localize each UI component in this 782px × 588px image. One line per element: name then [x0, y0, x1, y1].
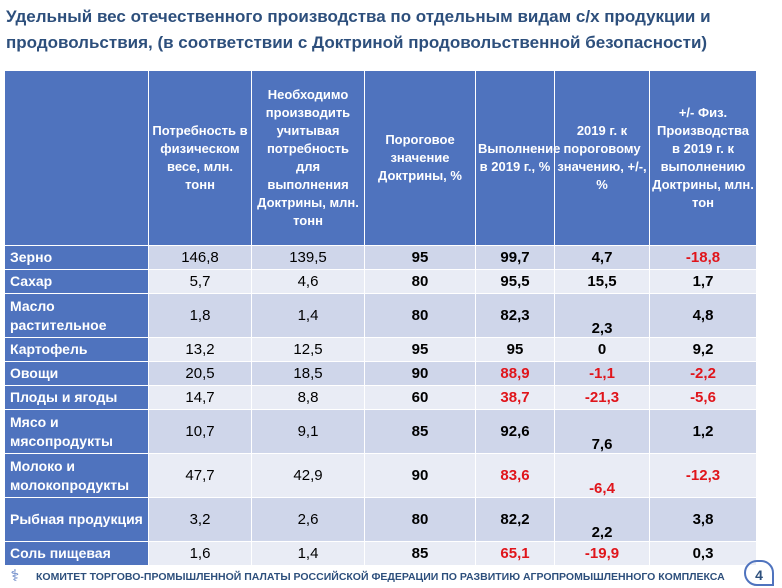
- row-name: Мясо и мясопродукты: [4, 409, 149, 454]
- row-name: Соль пищевая: [4, 541, 149, 566]
- cell-demand: 14,7: [148, 385, 252, 410]
- table-row: Картофель 13,2 12,5 95 95 0 9,2: [4, 337, 757, 362]
- cell-threshold: 95: [364, 337, 476, 362]
- cell-required: 8,8: [251, 385, 365, 410]
- table-row: Молоко и молокопродукты 47,7 42,9 90 83,…: [4, 453, 757, 498]
- cell-vs-threshold: -6,4: [554, 453, 650, 498]
- cell-demand: 20,5: [148, 361, 252, 386]
- cell-fulfilment: 82,2: [475, 497, 555, 542]
- row-name: Овощи: [4, 361, 149, 386]
- page-number: 4: [744, 560, 774, 586]
- cell-fulfilment: 82,3: [475, 293, 555, 338]
- table-row: Масло растительное 1,8 1,4 80 82,3 2,3 4…: [4, 293, 757, 338]
- cell-required: 1,4: [251, 293, 365, 338]
- cell-threshold: 95: [364, 245, 476, 270]
- cell-vs-threshold: -21,3: [554, 385, 650, 410]
- tpp-logo-icon: ⚕: [10, 568, 20, 585]
- row-name: Плоды и ягоды: [4, 385, 149, 410]
- cell-required: 2,6: [251, 497, 365, 542]
- header-fulfilment: Выполнение в 2019 г., %: [475, 70, 560, 246]
- cell-required: 42,9: [251, 453, 365, 498]
- cell-threshold: 85: [364, 409, 476, 454]
- cell-physical-diff: 3,8: [649, 497, 757, 542]
- header-demand: Потребность в физическом весе, млн. тонн: [148, 70, 252, 246]
- header-vs-threshold: 2019 г. к пороговому значению, +/-, %: [554, 70, 650, 246]
- cell-physical-diff: -2,2: [649, 361, 757, 386]
- cell-vs-threshold: -19,9: [554, 541, 650, 566]
- header-required: Необходимо производить учитывая потребно…: [251, 70, 365, 246]
- cell-fulfilment: 99,7: [475, 245, 555, 270]
- slide-title: Удельный вес отечественного производства…: [6, 7, 711, 52]
- cell-vs-threshold: -1,1: [554, 361, 650, 386]
- cell-demand: 1,8: [148, 293, 252, 338]
- table-row: Зерно 146,8 139,5 95 99,7 4,7 -18,8: [4, 245, 757, 270]
- cell-physical-diff: 0,3: [649, 541, 757, 566]
- cell-fulfilment: 95: [475, 337, 555, 362]
- cell-fulfilment: 92,6: [475, 409, 555, 454]
- cell-fulfilment: 95,5: [475, 269, 555, 294]
- header-product: [4, 70, 149, 246]
- row-name: Зерно: [4, 245, 149, 270]
- cell-vs-threshold: 2,2: [554, 497, 650, 542]
- row-name: Картофель: [4, 337, 149, 362]
- cell-required: 1,4: [251, 541, 365, 566]
- row-name: Масло растительное: [4, 293, 149, 338]
- doctrine-table: Потребность в физическом весе, млн. тонн…: [4, 70, 757, 566]
- footer-text: КОМИТЕТ ТОРГОВО-ПРОМЫШЛЕННОЙ ПАЛАТЫ РОСС…: [36, 571, 725, 583]
- cell-required: 139,5: [251, 245, 365, 270]
- row-name: Молоко и молокопродукты: [4, 453, 149, 498]
- cell-threshold: 80: [364, 269, 476, 294]
- cell-demand: 10,7: [148, 409, 252, 454]
- cell-threshold: 80: [364, 293, 476, 338]
- cell-threshold: 90: [364, 453, 476, 498]
- cell-required: 4,6: [251, 269, 365, 294]
- cell-physical-diff: -18,8: [649, 245, 757, 270]
- header-physical-diff: +/- Физ. Производства в 2019 г. к выполн…: [649, 70, 757, 246]
- cell-physical-diff: 1,2: [649, 409, 757, 454]
- table-row: Плоды и ягоды 14,7 8,8 60 38,7 -21,3 -5,…: [4, 385, 757, 410]
- cell-required: 18,5: [251, 361, 365, 386]
- cell-physical-diff: -12,3: [649, 453, 757, 498]
- header-threshold: Пороговое значение Доктрины, %: [364, 70, 476, 246]
- cell-physical-diff: 9,2: [649, 337, 757, 362]
- cell-vs-threshold: 0: [554, 337, 650, 362]
- cell-fulfilment: 65,1: [475, 541, 555, 566]
- cell-physical-diff: 4,8: [649, 293, 757, 338]
- cell-demand: 146,8: [148, 245, 252, 270]
- table-header-row: Потребность в физическом весе, млн. тонн…: [4, 70, 757, 246]
- table-row: Мясо и мясопродукты 10,7 9,1 85 92,6 7,6…: [4, 409, 757, 454]
- cell-fulfilment: 88,9: [475, 361, 555, 386]
- cell-fulfilment: 38,7: [475, 385, 555, 410]
- cell-required: 12,5: [251, 337, 365, 362]
- cell-demand: 47,7: [148, 453, 252, 498]
- cell-vs-threshold: 2,3: [554, 293, 650, 338]
- row-name: Сахар: [4, 269, 149, 294]
- table-row: Соль пищевая 1,6 1,4 85 65,1 -19,9 0,3: [4, 541, 757, 566]
- table-row: Рыбная продукция 3,2 2,6 80 82,2 2,2 3,8: [4, 497, 757, 542]
- cell-demand: 3,2: [148, 497, 252, 542]
- cell-threshold: 90: [364, 361, 476, 386]
- cell-vs-threshold: 15,5: [554, 269, 650, 294]
- cell-demand: 13,2: [148, 337, 252, 362]
- cell-demand: 1,6: [148, 541, 252, 566]
- cell-vs-threshold: 7,6: [554, 409, 650, 454]
- row-name: Рыбная продукция: [4, 497, 149, 542]
- footer: ⚕ КОМИТЕТ ТОРГОВО-ПРОМЫШЛЕННОЙ ПАЛАТЫ РО…: [4, 566, 744, 588]
- cell-fulfilment: 83,6: [475, 453, 555, 498]
- cell-threshold: 85: [364, 541, 476, 566]
- cell-demand: 5,7: [148, 269, 252, 294]
- cell-threshold: 60: [364, 385, 476, 410]
- table-row: Овощи 20,5 18,5 90 88,9 -1,1 -2,2: [4, 361, 757, 386]
- cell-physical-diff: -5,6: [649, 385, 757, 410]
- cell-threshold: 80: [364, 497, 476, 542]
- cell-required: 9,1: [251, 409, 365, 454]
- table-row: Сахар 5,7 4,6 80 95,5 15,5 1,7: [4, 269, 757, 294]
- cell-physical-diff: 1,7: [649, 269, 757, 294]
- cell-vs-threshold: 4,7: [554, 245, 650, 270]
